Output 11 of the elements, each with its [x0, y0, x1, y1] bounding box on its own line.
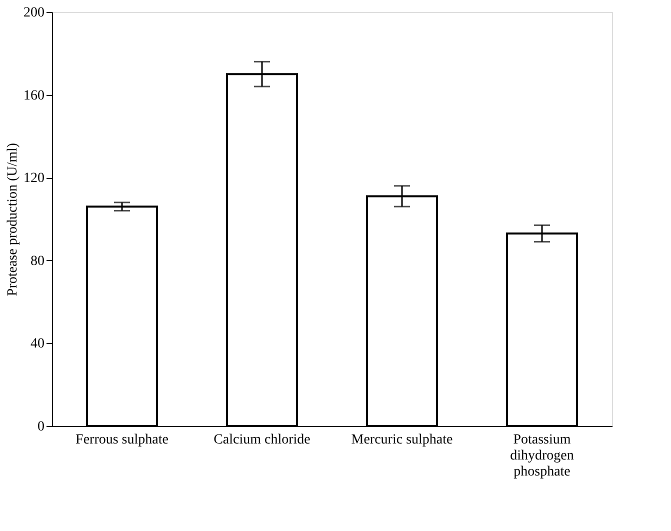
y-tick-label: 200 [24, 6, 44, 20]
y-axis-title: Protease production (U/ml) [6, 142, 20, 296]
y-tick-label: 160 [24, 88, 44, 104]
y-tick-label: 120 [24, 171, 44, 186]
y-tick-label: 40 [30, 336, 44, 352]
x-tick-label: Mercuric sulphate [351, 432, 453, 448]
x-tick-label: Calcium chloride [214, 432, 310, 448]
x-tick-label: Ferrous sulphate [76, 432, 168, 448]
x-tick-label: Potassium dihydrogen phosphate [510, 432, 574, 480]
y-tick-label: 80 [30, 254, 44, 269]
y-tick-label: 0 [38, 420, 44, 434]
